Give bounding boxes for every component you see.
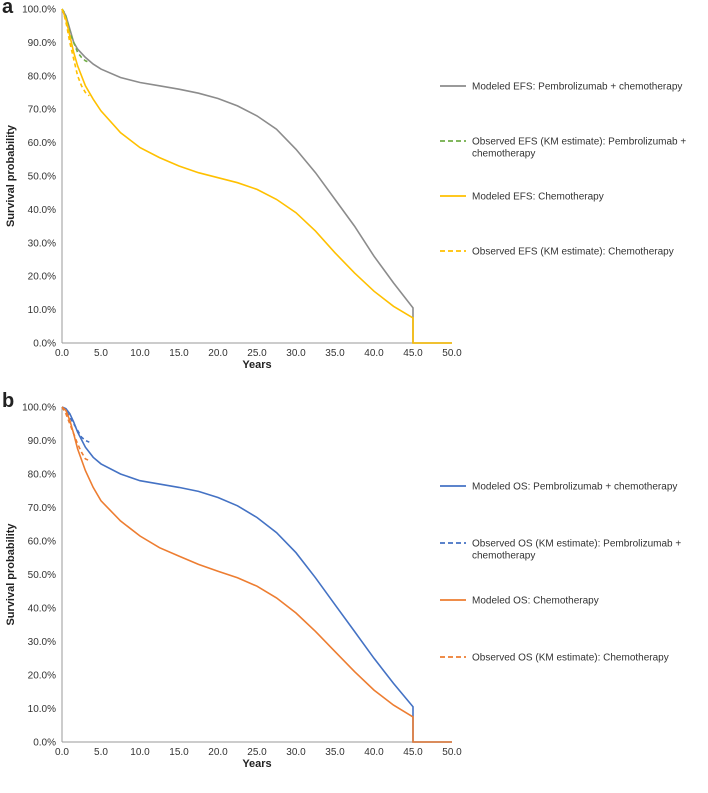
legend-label: Modeled EFS: Pembrolizumab + chemotherap…: [472, 82, 682, 93]
series-line-3: [61, 8, 452, 344]
series-line-4: [61, 8, 90, 97]
y-tick-label: 60.0%: [28, 138, 56, 149]
x-tick-label: 45.0: [403, 348, 423, 359]
x-tick-label: 5.0: [94, 747, 108, 758]
series-line-1: [61, 8, 452, 344]
y-tick-label: 100.0%: [22, 403, 56, 414]
x-tick-label: 35.0: [325, 348, 345, 359]
series-line-2: [61, 8, 90, 64]
x-tick-label: 25.0: [247, 747, 267, 758]
x-tick-label: 30.0: [286, 348, 306, 359]
y-tick-label: 100.0%: [22, 5, 56, 16]
x-tick-label: 20.0: [208, 747, 228, 758]
chart-b: 0.0% 10.0% 20.0% 30.0% 40.0% 50.0% 60.0% 70.0% 8…: [5, 403, 681, 771]
y-tick-label: 10.0%: [28, 305, 56, 316]
series-line-1: [61, 406, 452, 743]
series-line-2: [61, 406, 90, 443]
y-tick-label: 40.0%: [28, 604, 56, 615]
x-tick-label: 35.0: [325, 747, 345, 758]
y-tick-label: 50.0%: [28, 570, 56, 581]
x-axis-title: Years: [242, 758, 271, 770]
x-tick-label: 10.0: [130, 747, 150, 758]
panel-label: a: [2, 0, 14, 18]
x-tick-label: 40.0: [364, 348, 384, 359]
x-tick-label: 0.0: [55, 348, 69, 359]
series-line-3: [61, 406, 452, 743]
y-tick-label: 30.0%: [28, 637, 56, 648]
y-tick-label: 20.0%: [28, 671, 56, 682]
chart-panel-a: a 0.0% 10.0% 20.0% 30.0% 40.0% 50.0% 60.0% 70.0…: [0, 0, 708, 384]
series-line-4: [61, 406, 90, 462]
chart-a: 0.0% 10.0% 20.0% 30.0% 40.0% 50.0% 60.0% 70.0% 8…: [5, 5, 686, 372]
y-tick-label: 30.0%: [28, 238, 56, 249]
y-tick-label: 0.0%: [33, 339, 56, 350]
y-tick-label: 50.0%: [28, 172, 56, 183]
y-tick-label: 90.0%: [28, 436, 56, 447]
y-tick-label: 10.0%: [28, 704, 56, 715]
x-tick-label: 50.0: [442, 747, 462, 758]
x-tick-label: 0.0: [55, 747, 69, 758]
x-tick-label: 40.0: [364, 747, 384, 758]
y-axis-title: Survival probability: [5, 124, 17, 227]
legend-label: Modeled OS: Chemotherapy: [472, 596, 599, 607]
y-tick-label: 40.0%: [28, 205, 56, 216]
y-tick-label: 70.0%: [28, 503, 56, 514]
x-tick-label: 25.0: [247, 348, 267, 359]
x-tick-label: 50.0: [442, 348, 462, 359]
y-tick-label: 60.0%: [28, 537, 56, 548]
y-tick-label: 20.0%: [28, 272, 56, 283]
y-tick-label: 80.0%: [28, 470, 56, 481]
chart-panel-b: b 0.0% 10.0% 20.0% 30.0% 40.0% 50.0% 60.0% 70.0…: [0, 390, 708, 788]
x-tick-label: 15.0: [169, 348, 189, 359]
legend-label: Observed EFS (KM estimate): Pembrolizuma…: [472, 137, 686, 160]
legend-label: Observed EFS (KM estimate): Chemotherapy: [472, 247, 674, 258]
legend-label: Observed OS (KM estimate): Chemotherapy: [472, 653, 669, 664]
legend-label: Modeled EFS: Chemotherapy: [472, 192, 604, 203]
y-tick-label: 90.0%: [28, 38, 56, 49]
x-tick-label: 30.0: [286, 747, 306, 758]
y-tick-label: 70.0%: [28, 105, 56, 116]
x-tick-label: 20.0: [208, 348, 228, 359]
x-tick-label: 5.0: [94, 348, 108, 359]
panel-label: b: [2, 390, 15, 412]
x-axis-title: Years: [242, 359, 271, 371]
y-tick-label: 0.0%: [33, 738, 56, 749]
legend-label: Observed OS (KM estimate): Pembrolizumab…: [472, 539, 681, 562]
y-axis-title: Survival probability: [5, 523, 17, 626]
x-tick-label: 10.0: [130, 348, 150, 359]
y-tick-label: 80.0%: [28, 71, 56, 82]
legend-label: Modeled OS: Pembrolizumab + chemotherapy: [472, 482, 677, 493]
x-tick-label: 15.0: [169, 747, 189, 758]
x-tick-label: 45.0: [403, 747, 423, 758]
